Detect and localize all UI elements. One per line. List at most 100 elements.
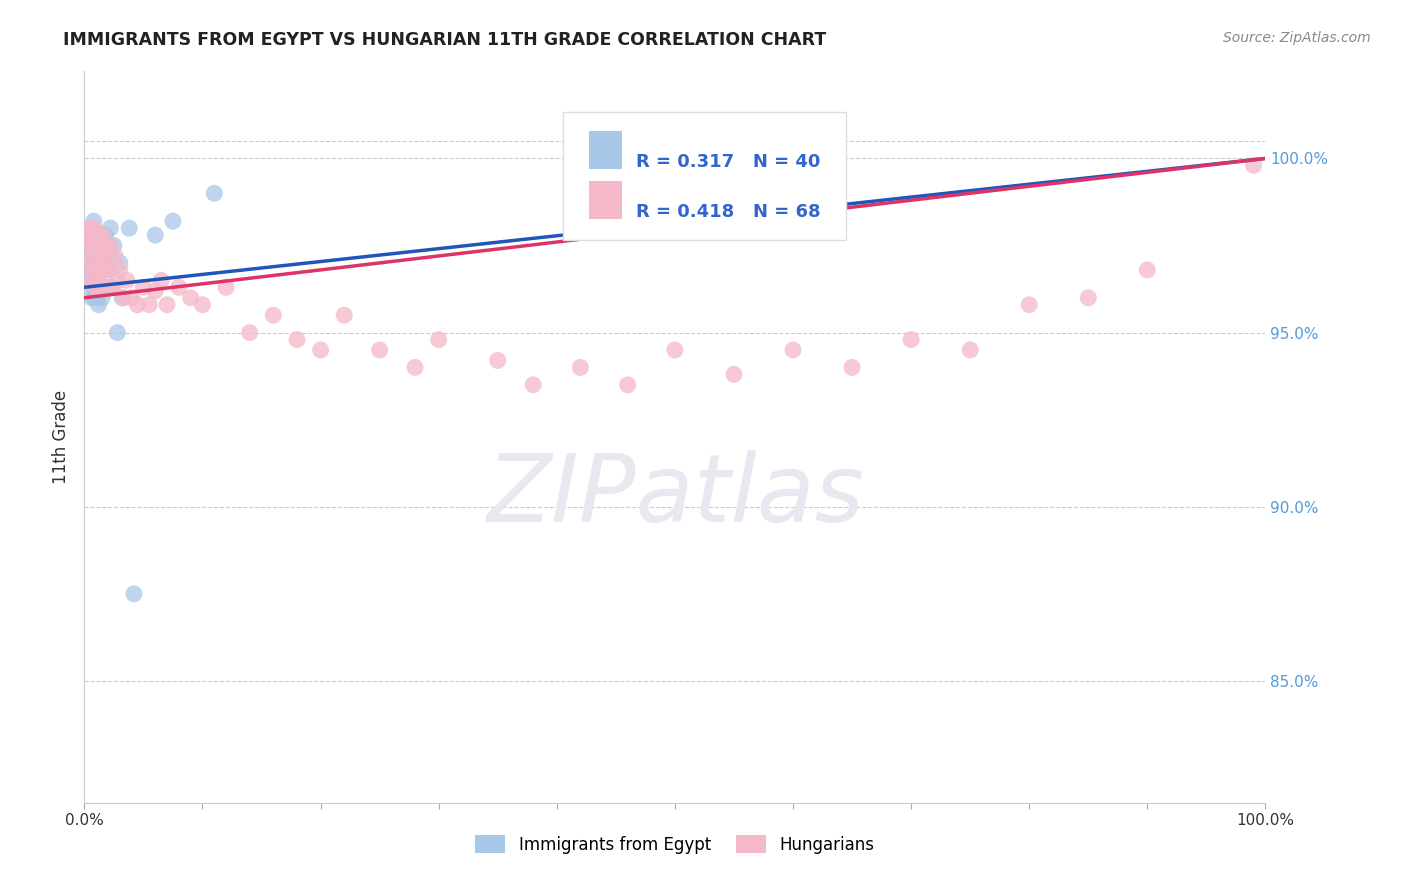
Point [569, 360, 592, 375]
Point [107, 326, 129, 340]
Text: ZIPatlas: ZIPatlas [486, 450, 863, 541]
Point [91, 291, 114, 305]
Point [143, 284, 166, 298]
Y-axis label: 11th Grade: 11th Grade [52, 390, 70, 484]
Point [83, 256, 105, 270]
Point [89, 280, 111, 294]
Point [84, 263, 107, 277]
Point [1077, 291, 1099, 305]
Point [82, 263, 104, 277]
Point [86, 280, 108, 294]
Point [87, 273, 110, 287]
Point [162, 214, 184, 228]
Point [91, 238, 114, 252]
Point [84, 238, 107, 252]
Point [101, 280, 124, 294]
Point [115, 273, 138, 287]
Point [333, 308, 356, 322]
Point [959, 343, 981, 357]
Point [1243, 158, 1265, 172]
Point [98, 249, 121, 263]
Point [98, 221, 121, 235]
Point [138, 298, 160, 312]
Point [111, 291, 134, 305]
Text: R = 0.418   N = 68: R = 0.418 N = 68 [636, 202, 821, 221]
Point [404, 360, 426, 375]
Point [167, 280, 190, 294]
Point [80, 238, 103, 252]
Point [180, 291, 202, 305]
Point [782, 343, 804, 357]
Point [96, 263, 118, 277]
Point [108, 263, 131, 277]
Point [84, 238, 107, 252]
Point [108, 256, 131, 270]
Point [1136, 263, 1159, 277]
Point [84, 280, 107, 294]
Point [84, 228, 107, 243]
Point [486, 353, 509, 368]
Point [84, 228, 107, 243]
Point [368, 343, 391, 357]
Point [86, 238, 108, 252]
Point [262, 308, 284, 322]
Point [93, 280, 115, 294]
Point [86, 238, 108, 252]
Point [122, 587, 145, 601]
Point [93, 263, 115, 277]
Point [664, 343, 686, 357]
Point [156, 298, 179, 312]
Point [94, 228, 117, 243]
Point [150, 273, 173, 287]
Point [83, 214, 105, 228]
Point [239, 326, 262, 340]
Point [82, 280, 104, 294]
Point [89, 238, 111, 252]
Point [309, 343, 332, 357]
Point [79, 221, 101, 235]
Point [103, 238, 125, 252]
Text: IMMIGRANTS FROM EGYPT VS HUNGARIAN 11TH GRADE CORRELATION CHART: IMMIGRANTS FROM EGYPT VS HUNGARIAN 11TH … [63, 31, 827, 49]
Point [90, 256, 112, 270]
Point [900, 333, 922, 347]
Point [77, 228, 100, 243]
Point [82, 228, 104, 243]
Point [96, 280, 118, 294]
Point [127, 298, 149, 312]
Point [79, 256, 101, 270]
Point [80, 273, 103, 287]
Point [107, 273, 129, 287]
Point [723, 368, 745, 382]
Point [79, 273, 101, 287]
Point [91, 249, 114, 263]
Point [121, 291, 143, 305]
Point [132, 280, 155, 294]
Legend: Immigrants from Egypt, Hungarians: Immigrants from Egypt, Hungarians [468, 829, 882, 860]
Point [82, 238, 104, 252]
Point [89, 228, 111, 243]
Point [89, 263, 111, 277]
Point [80, 228, 103, 243]
Point [83, 249, 105, 263]
Point [427, 333, 450, 347]
Point [83, 221, 105, 235]
Point [87, 249, 110, 263]
Point [202, 186, 225, 201]
Point [87, 249, 110, 263]
Point [118, 221, 141, 235]
Point [191, 298, 214, 312]
Point [285, 333, 308, 347]
Point [84, 273, 107, 287]
Point [94, 238, 117, 252]
Point [77, 238, 100, 252]
Point [98, 263, 121, 277]
Point [522, 377, 544, 392]
Point [112, 291, 135, 305]
Point [104, 249, 127, 263]
Point [841, 360, 863, 375]
Point [84, 291, 107, 305]
Text: R = 0.317   N = 40: R = 0.317 N = 40 [636, 153, 820, 171]
Point [97, 249, 120, 263]
Point [100, 280, 122, 294]
Text: Source: ZipAtlas.com: Source: ZipAtlas.com [1223, 31, 1371, 45]
